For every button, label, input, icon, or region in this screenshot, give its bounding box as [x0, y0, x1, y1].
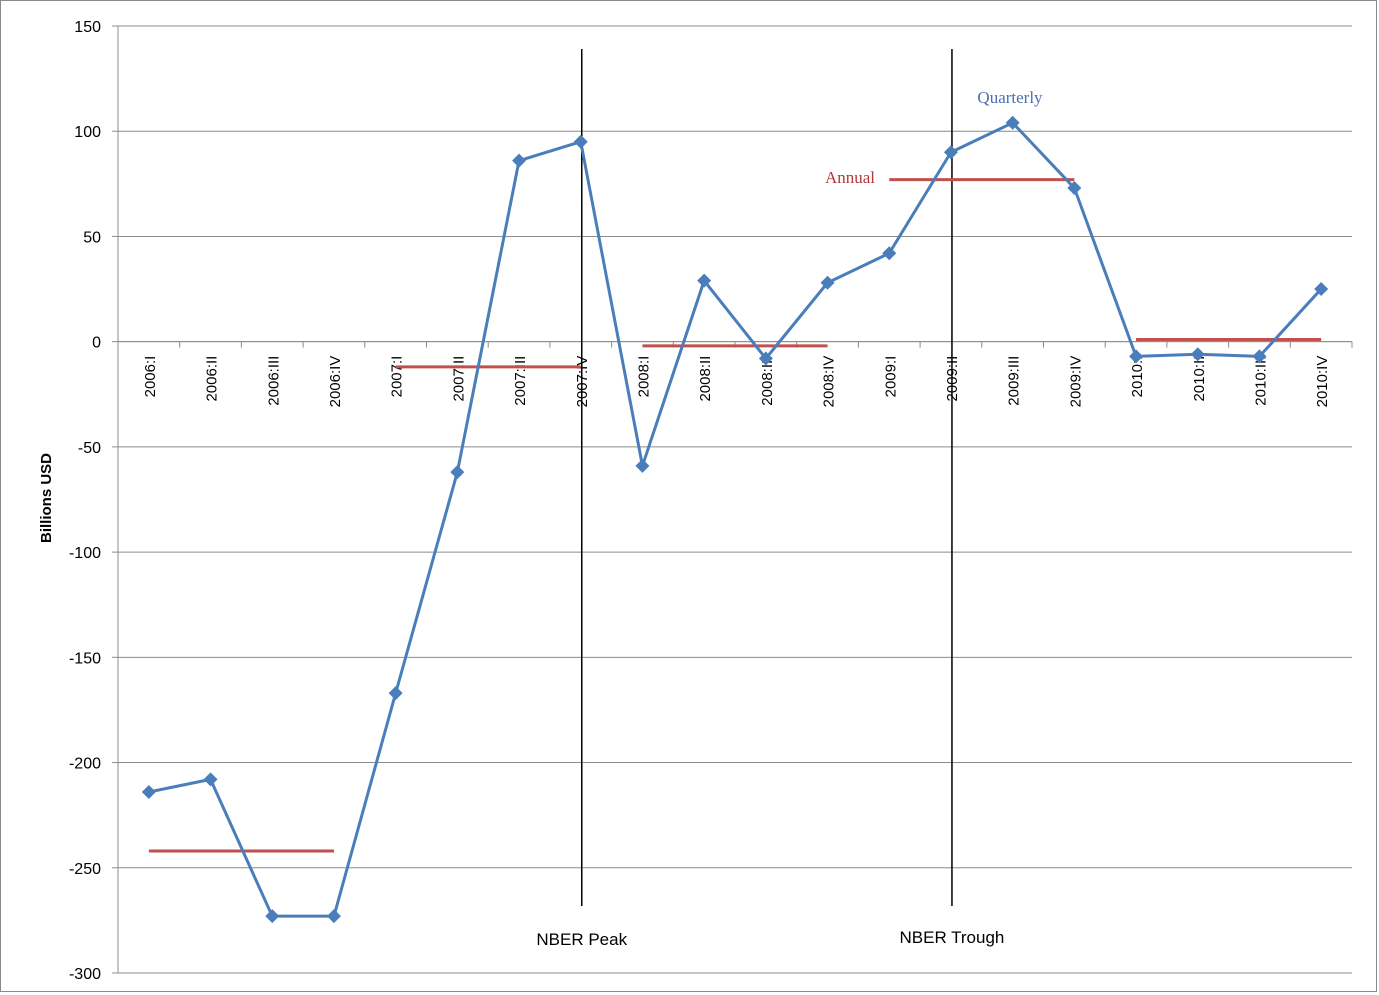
quarterly-point — [697, 273, 712, 288]
axes — [117, 26, 1353, 973]
quarterly-point — [758, 351, 773, 366]
quarterly-series — [141, 115, 1329, 924]
series-labels: Quarterly Annual — [825, 88, 1043, 187]
x-tick-label: 2009:I — [882, 356, 899, 398]
quarterly-point — [1314, 282, 1329, 297]
quarterly-point — [450, 465, 465, 480]
x-tick-label: 2010:II — [1191, 356, 1208, 402]
quarterly-point — [326, 909, 341, 924]
quarterly-point — [1067, 181, 1082, 196]
quarterly-point — [512, 153, 527, 168]
x-tick-label: 2006:III — [265, 356, 282, 406]
y-tick-label: 150 — [74, 19, 101, 36]
y-tick-label: -50 — [78, 440, 101, 457]
y-tick-label: -200 — [69, 756, 101, 773]
quarterly-point — [1190, 347, 1205, 362]
y-tick-label: 100 — [74, 124, 101, 141]
y-axis-ticks: 150 100 50 0 -50 -100 -150 -200 -250 -300 — [69, 19, 118, 983]
x-tick-label: 2008:I — [635, 356, 652, 398]
event-label: NBER Trough — [900, 928, 1005, 947]
x-tick-label: 2008:II — [697, 356, 714, 402]
x-tick-label: 2007:IV — [574, 356, 591, 408]
y-axis-title: Billions USD — [38, 453, 55, 543]
quarterly-line — [148, 121, 1323, 918]
y-tick-label: -150 — [69, 650, 101, 667]
quarterly-point — [1129, 349, 1144, 364]
annual-label: Annual — [825, 168, 875, 187]
x-tick-label: 2010:IV — [1314, 356, 1331, 408]
y-tick-label: -250 — [69, 861, 101, 878]
x-tick-label: 2010:I — [1129, 356, 1146, 398]
x-tick-label: 2007:III — [512, 356, 529, 406]
quarterly-label: Quarterly — [977, 88, 1043, 107]
x-tick-label: 2007:II — [450, 356, 467, 402]
x-tick-label: 2009:II — [944, 356, 961, 402]
y-tick-label: -300 — [69, 966, 101, 983]
gridlines — [118, 25, 1352, 974]
x-tick-label: 2009:IV — [1067, 356, 1084, 408]
quarterly-point — [943, 145, 958, 160]
x-tick-label: 2009:III — [1006, 356, 1023, 406]
x-tick-label: 2006:I — [142, 356, 159, 398]
y-tick-label: -100 — [69, 545, 101, 562]
x-axis-ticks: 2006:I 2006:II 2006:III 2006:IV 2007:I 2007:I… — [142, 356, 1331, 408]
x-tick-label: 2006:II — [204, 356, 221, 402]
quarterly-point — [1005, 115, 1020, 130]
x-tick-label: 2008:III — [759, 356, 776, 406]
quarterly-point — [882, 246, 897, 261]
quarterly-point — [265, 909, 280, 924]
event-label: NBER Peak — [536, 930, 627, 949]
nber-event-lines: NBER Peak NBER Trough — [536, 49, 1004, 949]
quarterly-point — [141, 785, 156, 800]
quarterly-point — [820, 275, 835, 290]
x-tick-label: 2006:IV — [327, 356, 344, 408]
quarterly-point — [1252, 349, 1267, 364]
annual-series — [148, 178, 1322, 853]
x-tick-label: 2008:IV — [821, 356, 838, 408]
y-tick-label: 50 — [83, 229, 101, 246]
x-tick-label: 2007:I — [389, 356, 406, 398]
quarterly-point — [635, 458, 650, 473]
quarterly-point — [573, 134, 588, 149]
y-tick-label: 0 — [92, 335, 101, 352]
quarterly-point — [388, 686, 403, 701]
x-tick-label: 2010:III — [1252, 356, 1269, 406]
quarterly-point — [203, 772, 218, 787]
